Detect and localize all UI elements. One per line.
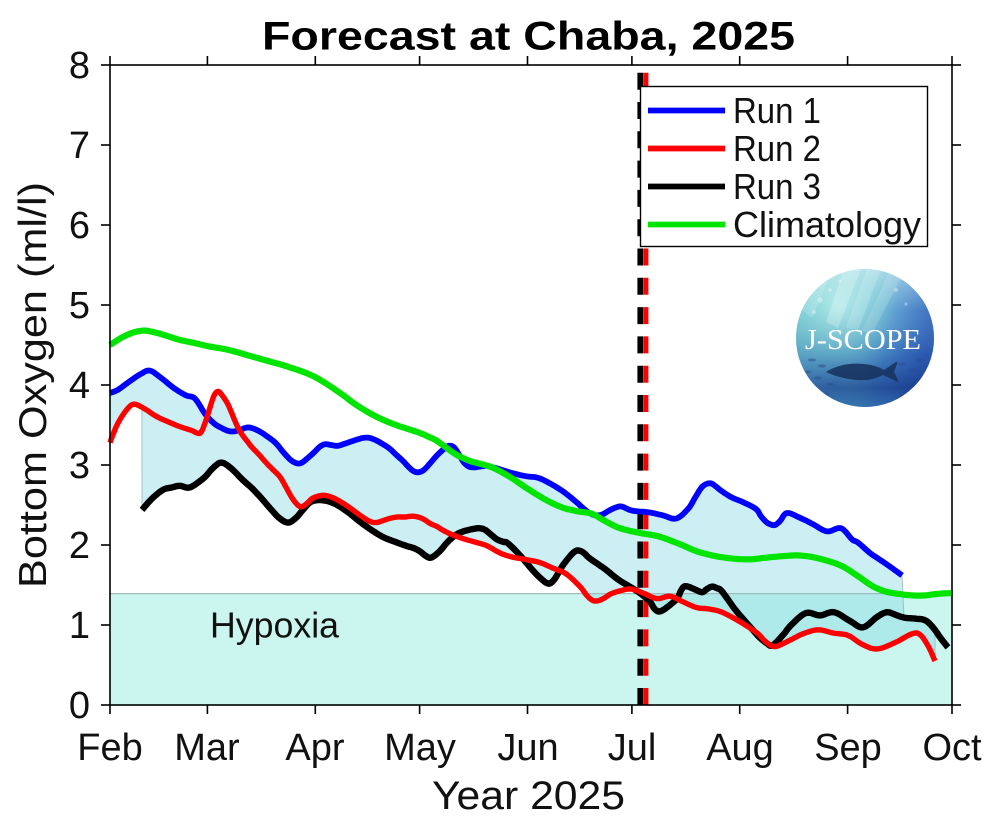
svg-text:5: 5 bbox=[69, 285, 90, 327]
svg-text:2: 2 bbox=[69, 525, 90, 567]
svg-text:6: 6 bbox=[69, 205, 90, 247]
svg-text:Oct: Oct bbox=[922, 727, 982, 769]
svg-text:Aug: Aug bbox=[706, 727, 774, 769]
svg-text:Year 2025: Year 2025 bbox=[432, 774, 625, 818]
svg-text:3: 3 bbox=[69, 445, 90, 487]
svg-text:Mar: Mar bbox=[174, 727, 240, 769]
svg-text:8: 8 bbox=[69, 45, 90, 87]
svg-text:Feb: Feb bbox=[77, 727, 142, 769]
svg-text:Hypoxia: Hypoxia bbox=[210, 605, 340, 646]
svg-text:Run 3: Run 3 bbox=[733, 166, 821, 207]
svg-text:Run 1: Run 1 bbox=[733, 90, 821, 131]
svg-text:7: 7 bbox=[69, 125, 90, 167]
svg-text:Forecast at Chaba, 2025: Forecast at Chaba, 2025 bbox=[262, 15, 795, 59]
svg-text:Sep: Sep bbox=[814, 727, 882, 769]
svg-text:Climatology: Climatology bbox=[733, 204, 921, 245]
svg-text:Run 2: Run 2 bbox=[733, 128, 821, 169]
svg-text:J-SCOPE: J-SCOPE bbox=[805, 324, 921, 356]
svg-text:Jun: Jun bbox=[497, 727, 558, 769]
svg-text:May: May bbox=[384, 727, 456, 769]
svg-text:0: 0 bbox=[69, 685, 90, 727]
svg-text:Bottom Oxygen (ml/l): Bottom Oxygen (ml/l) bbox=[12, 182, 55, 588]
svg-text:Apr: Apr bbox=[285, 727, 344, 769]
svg-text:Jul: Jul bbox=[608, 727, 657, 769]
svg-text:4: 4 bbox=[69, 365, 90, 407]
svg-text:1: 1 bbox=[69, 605, 90, 647]
